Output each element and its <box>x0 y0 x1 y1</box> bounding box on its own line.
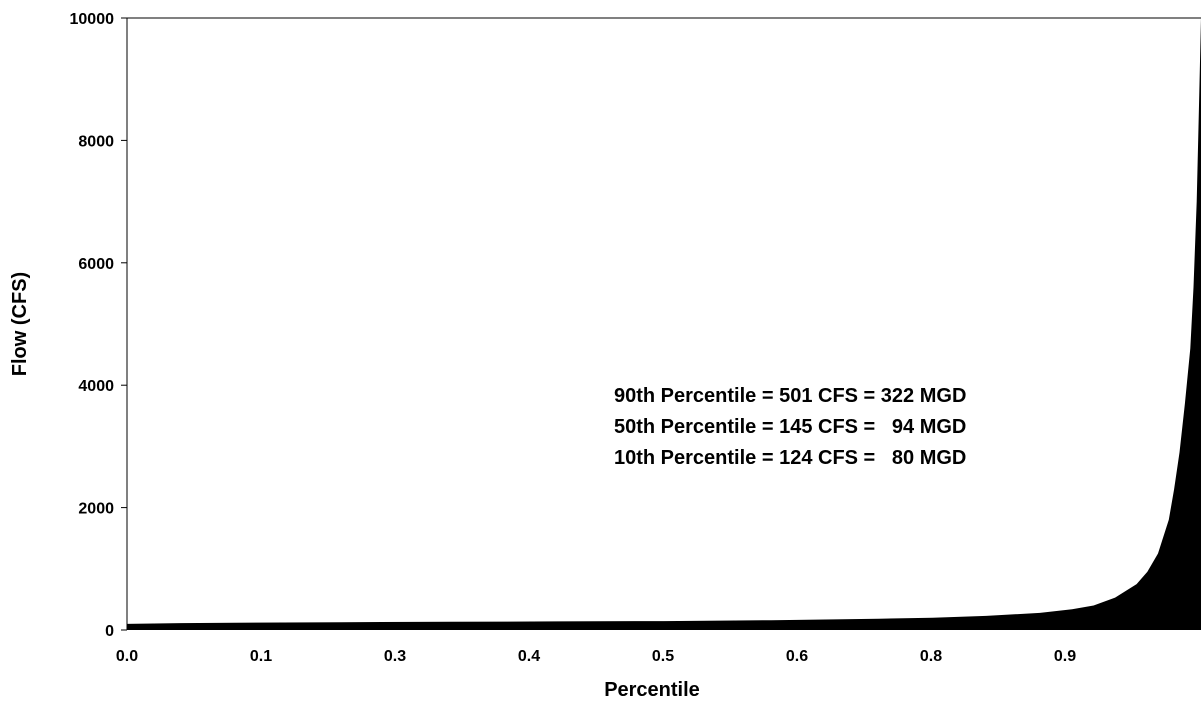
x-tick-label: 0.3 <box>384 648 406 665</box>
x-tick-label: 0.6 <box>786 648 808 665</box>
x-tick-label: 0.9 <box>1054 648 1076 665</box>
x-tick-label: 0.5 <box>652 648 674 665</box>
y-axis-title: Flow (CFS) <box>9 272 31 376</box>
x-tick-label: 0.1 <box>250 648 272 665</box>
y-axis-ticks: 0 2000 4000 6000 8000 10000 <box>70 11 127 640</box>
y-tick-label: 2000 <box>78 501 114 518</box>
percentile-annotation: 90th Percentile = 501 CFS = 322 MGD <box>614 385 966 407</box>
plot-background <box>127 18 1201 630</box>
percentile-annotation: 10th Percentile = 124 CFS = 80 MGD <box>614 447 966 469</box>
percentile-annotations: 90th Percentile = 501 CFS = 322 MGD 50th … <box>614 385 966 469</box>
x-axis-ticks: 0.0 0.1 0.3 0.4 0.5 0.6 0.8 0.9 <box>116 648 1076 665</box>
x-axis-title: Percentile <box>604 679 700 701</box>
x-tick-label: 0.4 <box>518 648 540 665</box>
y-tick-label: 10000 <box>70 11 115 28</box>
y-tick-label: 4000 <box>78 378 114 395</box>
y-tick-label: 0 <box>105 623 114 640</box>
y-tick-label: 6000 <box>78 256 114 273</box>
x-tick-label: 0.8 <box>920 648 942 665</box>
x-tick-label: 0.0 <box>116 648 138 665</box>
plot-area <box>127 18 1201 630</box>
y-tick-label: 8000 <box>78 133 114 150</box>
percentile-annotation: 50th Percentile = 145 CFS = 94 MGD <box>614 416 966 438</box>
